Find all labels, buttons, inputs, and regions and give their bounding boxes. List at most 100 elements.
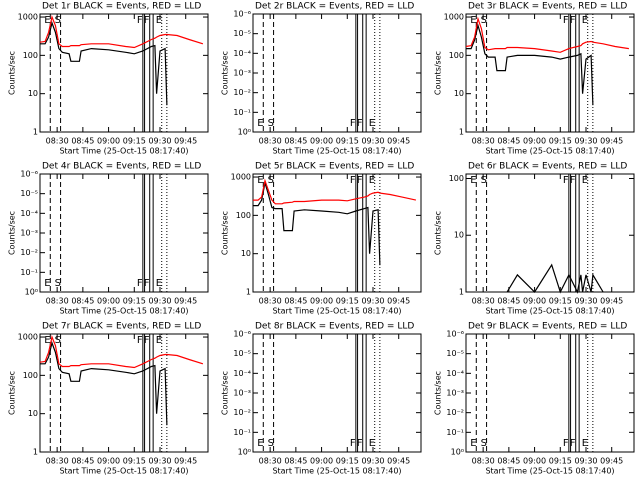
- y-axis-label: Counts/sec: [434, 211, 443, 255]
- y-tick-label: 10⁻⁴: [446, 369, 464, 378]
- y-tick-label: 1000: [18, 333, 38, 342]
- x-tick-label: 08:30: [46, 457, 69, 466]
- panel-title: Det 1r BLACK = Events, RED = LLD: [42, 2, 201, 12]
- y-tick-label: 10⁻¹: [20, 268, 38, 277]
- y-tick-label: 1: [33, 128, 38, 137]
- y-tick-label: 10⁻¹: [233, 108, 251, 117]
- series-line: [253, 182, 381, 266]
- x-tick-label: 08:45: [71, 297, 94, 306]
- x-tick-label: 09:30: [574, 137, 597, 146]
- x-tick-label: 09:45: [387, 137, 410, 146]
- event-label: F: [563, 438, 569, 449]
- y-tick-label: 100: [449, 174, 464, 183]
- series-line: [39, 14, 204, 49]
- event-label: S: [268, 438, 274, 449]
- x-tick-label: 08:30: [46, 297, 69, 306]
- y-tick-label: 10⁻³: [20, 229, 38, 238]
- panel-title: Det 8r BLACK = Events, RED = LLD: [255, 322, 414, 332]
- x-tick-label: 09:00: [97, 457, 120, 466]
- x-axis-label: Start Time (25-Oct-15 08:17:40): [59, 147, 188, 156]
- event-label: E: [470, 175, 476, 186]
- event-label: E: [470, 15, 476, 26]
- x-tick-label: 09:15: [336, 457, 359, 466]
- plot-frame: [39, 13, 209, 133]
- x-axis-label: Start Time (25-Oct-15 08:17:40): [272, 307, 401, 316]
- panel-title: Det 9r BLACK = Events, RED = LLD: [468, 322, 627, 332]
- x-tick-label: 09:45: [600, 297, 623, 306]
- plot-frame: [252, 13, 422, 133]
- y-tick-label: 1000: [444, 13, 464, 22]
- y-tick-label: 10: [28, 89, 38, 98]
- panel-title: Det 2r BLACK = Events, RED = LLD: [255, 2, 414, 12]
- x-tick-label: 09:15: [336, 137, 359, 146]
- x-tick-label: 09:30: [361, 137, 384, 146]
- x-tick-label: 08:45: [71, 457, 94, 466]
- x-tick-label: 09:15: [123, 297, 146, 306]
- y-tick-label: 100: [236, 211, 251, 220]
- plot-frame: [465, 13, 635, 133]
- plot-frame: [252, 333, 422, 453]
- y-tick-label: 10: [454, 89, 464, 98]
- x-tick-label: 09:45: [174, 457, 197, 466]
- event-label: E: [44, 278, 50, 289]
- series-line: [506, 263, 604, 294]
- y-tick-label: 10⁻²: [233, 88, 251, 97]
- x-tick-label: 09:30: [574, 297, 597, 306]
- plot-frame: [465, 173, 635, 293]
- x-tick-label: 09:00: [310, 137, 333, 146]
- panel-title: Det 7r BLACK = Events, RED = LLD: [42, 322, 201, 332]
- event-label: E: [257, 438, 263, 449]
- x-tick-label: 09:45: [387, 297, 410, 306]
- x-tick-label: 09:15: [549, 457, 572, 466]
- x-tick-label: 09:30: [148, 457, 171, 466]
- x-tick-label: 08:45: [284, 137, 307, 146]
- y-tick-label: 10: [241, 249, 251, 258]
- event-label: E: [369, 118, 375, 129]
- y-tick-label: 10⁻⁶: [233, 330, 251, 339]
- x-tick-label: 08:45: [497, 137, 520, 146]
- x-tick-label: 08:30: [259, 137, 282, 146]
- y-tick-label: 1: [246, 288, 251, 297]
- y-tick-label: 10⁻⁴: [20, 209, 38, 218]
- x-tick-label: 09:30: [148, 137, 171, 146]
- y-tick-label: 10⁰: [451, 448, 464, 457]
- x-axis-label: Start Time (25-Oct-15 08:17:40): [59, 467, 188, 476]
- x-tick-label: 09:30: [148, 297, 171, 306]
- y-axis-label: Counts/sec: [221, 51, 230, 95]
- y-tick-label: 1: [459, 288, 464, 297]
- y-tick-label: 10⁻¹: [446, 428, 464, 437]
- x-tick-label: 08:30: [259, 457, 282, 466]
- event-label: E: [582, 175, 588, 186]
- y-tick-label: 10⁻⁶: [20, 170, 38, 179]
- x-tick-label: 09:00: [523, 137, 546, 146]
- x-tick-label: 09:30: [361, 457, 384, 466]
- y-tick-label: 10⁰: [238, 128, 251, 137]
- x-axis-label: Start Time (25-Oct-15 08:17:40): [485, 147, 614, 156]
- y-tick-label: 10⁻⁵: [446, 349, 464, 358]
- event-label: E: [156, 15, 162, 26]
- event-label: F: [144, 278, 150, 289]
- series-line: [466, 23, 594, 106]
- event-label: F: [570, 175, 576, 186]
- event-label: S: [481, 438, 487, 449]
- y-tick-label: 10⁻⁶: [233, 10, 251, 19]
- x-tick-label: 09:00: [310, 457, 333, 466]
- x-tick-label: 09:45: [600, 457, 623, 466]
- y-tick-label: 10⁻⁴: [233, 49, 251, 58]
- event-label: F: [357, 175, 363, 186]
- y-tick-label: 10⁻²: [446, 408, 464, 417]
- event-label: S: [55, 335, 61, 346]
- y-axis-label: Counts/sec: [8, 51, 17, 95]
- event-label: S: [268, 175, 274, 186]
- event-label: F: [570, 15, 576, 26]
- event-label: F: [563, 175, 569, 186]
- panel-title: Det 5r BLACK = Events, RED = LLD: [255, 162, 414, 172]
- x-tick-label: 09:15: [123, 137, 146, 146]
- y-tick-label: 10⁰: [238, 448, 251, 457]
- plot-frame: [252, 173, 422, 293]
- x-axis-label: Start Time (25-Oct-15 08:17:40): [59, 307, 188, 316]
- event-label: E: [582, 438, 588, 449]
- series-line: [465, 16, 629, 53]
